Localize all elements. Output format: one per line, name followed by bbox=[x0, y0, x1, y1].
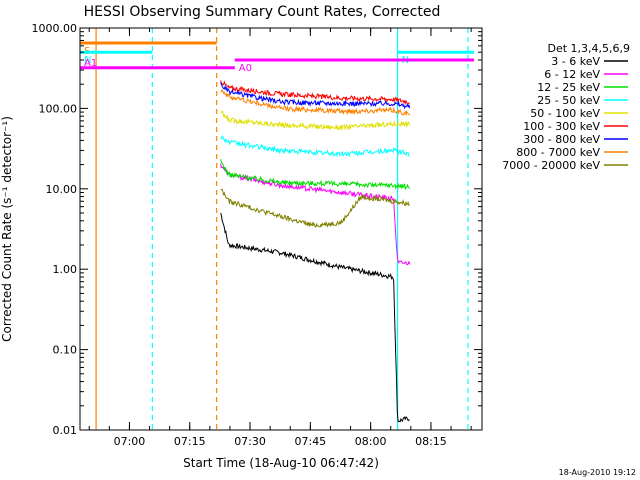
series-line-3 bbox=[220, 135, 410, 158]
state-label-n: N bbox=[84, 55, 91, 66]
series-line-8 bbox=[220, 189, 410, 229]
legend-label-6: 300 - 800 keV bbox=[523, 133, 600, 146]
x-tick-label: 08:00 bbox=[355, 435, 387, 448]
y-tick-label: 1000.00 bbox=[32, 22, 78, 35]
y-tick-label: 10.00 bbox=[46, 183, 78, 196]
y-tick-label: 100.00 bbox=[39, 102, 78, 115]
legend-label-4: 50 - 100 keV bbox=[530, 107, 600, 120]
legend-label-5: 100 - 300 keV bbox=[523, 120, 600, 133]
legend-label-1: 6 - 12 keV bbox=[544, 68, 600, 81]
series-line-4 bbox=[220, 110, 411, 131]
series-line-7 bbox=[220, 88, 411, 116]
timestamp: 18-Aug-2010 19:12 bbox=[559, 468, 636, 477]
y-tick-label: 1.00 bbox=[53, 263, 78, 276]
legend-label-3: 25 - 50 keV bbox=[537, 94, 600, 107]
state-label-a1: A1 bbox=[84, 58, 97, 69]
legend-label-2: 12 - 25 keV bbox=[537, 81, 600, 94]
y-tick-label: 0.01 bbox=[53, 424, 78, 437]
series-layer bbox=[220, 80, 411, 423]
series-line-6 bbox=[220, 82, 411, 110]
x-tick-label: 07:30 bbox=[234, 435, 266, 448]
x-tick-label: 07:45 bbox=[294, 435, 326, 448]
state-label-a0: A0 bbox=[239, 63, 252, 74]
y-axis-label: Corrected Count Rate (s⁻¹ detector⁻¹) bbox=[0, 116, 14, 342]
annotation-layer: SNNA0A1 bbox=[80, 28, 474, 430]
plot-frame bbox=[79, 27, 483, 431]
chart-title: HESSI Observing Summary Count Rates, Cor… bbox=[84, 4, 441, 20]
series-line-0 bbox=[220, 212, 410, 423]
legend-label-7: 800 - 7000 keV bbox=[516, 146, 600, 159]
legend-title: Det 1,3,4,5,6,9 bbox=[547, 42, 630, 55]
x-tick-label: 07:15 bbox=[174, 435, 206, 448]
series-line-5 bbox=[220, 80, 410, 106]
x-axis-label: Start Time (18-Aug-10 06:47:42) bbox=[183, 456, 379, 470]
x-tick-label: 07:00 bbox=[114, 435, 146, 448]
x-tick-label: 08:15 bbox=[415, 435, 447, 448]
legend-label-8: 7000 - 20000 keV bbox=[502, 159, 600, 172]
y-tick-label: 0.10 bbox=[53, 344, 78, 357]
legend-label-0: 3 - 6 keV bbox=[551, 55, 600, 68]
axis-ticks: 0.01 0.10 1.00 10.00 100.00 1000.00 07:00 07:15… bbox=[32, 22, 482, 448]
series-line-2 bbox=[220, 159, 411, 191]
